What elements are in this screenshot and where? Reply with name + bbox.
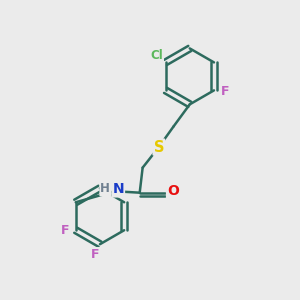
Text: F: F (91, 248, 100, 261)
Text: O: O (167, 184, 179, 198)
Text: S: S (154, 140, 164, 154)
Text: N: N (112, 182, 124, 197)
Text: F: F (221, 85, 230, 98)
Text: F: F (61, 224, 70, 237)
Text: H: H (100, 182, 110, 195)
Text: Cl: Cl (150, 50, 163, 62)
